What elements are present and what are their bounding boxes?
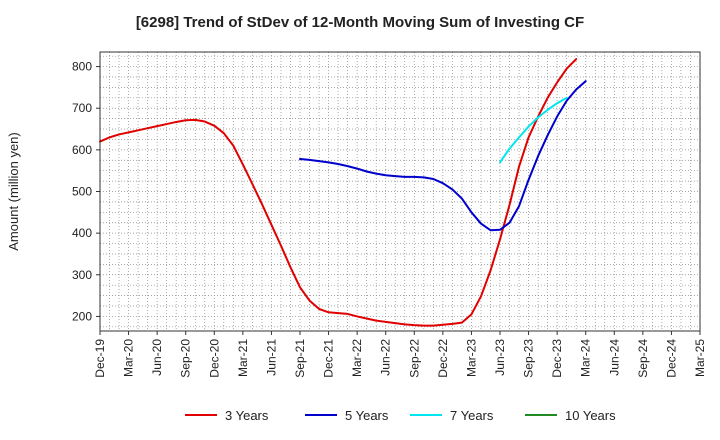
- series-line: [299, 80, 587, 232]
- x-tick-label: Jun-23: [493, 339, 507, 376]
- y-tick-label: 300: [72, 268, 92, 282]
- x-tick-label: Sep-20: [179, 339, 193, 378]
- x-tick-label: Sep-22: [407, 339, 421, 378]
- x-tick-label: Sep-24: [636, 339, 650, 378]
- series-line: [99, 58, 578, 327]
- x-tick-label: Jun-21: [264, 339, 278, 376]
- series-layer: [99, 58, 587, 327]
- x-tick-label: Mar-22: [350, 339, 364, 377]
- x-tick-label: Dec-20: [207, 339, 221, 378]
- chart-title: [6298] Trend of StDev of 12-Month Moving…: [135, 14, 585, 31]
- x-tick-label: Dec-22: [436, 339, 450, 378]
- y-tick-label: 500: [72, 185, 92, 199]
- x-tick-label: Dec-24: [664, 339, 678, 378]
- y-tick-label: 600: [72, 143, 92, 157]
- x-tick-label: Mar-24: [579, 339, 593, 377]
- x-tick-label: Mar-23: [464, 339, 478, 377]
- y-tick-label: 400: [72, 226, 92, 240]
- x-tick-label: Mar-25: [693, 339, 707, 377]
- x-tick-label: Mar-20: [122, 339, 136, 377]
- y-tick-label: 800: [72, 60, 92, 74]
- x-tick-label: Sep-21: [293, 339, 307, 378]
- legend-layer: 3 Years 5 Years 7 Years 10 Years: [185, 408, 616, 423]
- legend-label: 10 Years: [565, 408, 616, 423]
- x-tick-label: Jun-22: [379, 339, 393, 376]
- legend-label: 7 Years: [450, 408, 494, 423]
- series-line: [499, 96, 568, 164]
- x-tick-label: Jun-20: [150, 339, 164, 376]
- legend-label: 5 Years: [345, 408, 389, 423]
- x-tick-label: Dec-21: [322, 339, 336, 378]
- axis-layer: 200 300 400 500 600 700 800 Dec-19 Mar-20 Jun-20 S…: [6, 51, 707, 378]
- y-tick-label: 700: [72, 101, 92, 115]
- x-tick-label: Sep-23: [522, 339, 536, 378]
- x-tick-label: Dec-23: [550, 339, 564, 378]
- y-axis-label: Amount (million yen): [6, 132, 21, 251]
- x-tick-label: Mar-21: [236, 339, 250, 377]
- x-tick-label: Dec-19: [93, 339, 107, 378]
- x-tick-label: Jun-24: [607, 339, 621, 376]
- y-tick-label: 200: [72, 309, 92, 323]
- legend-label: 3 Years: [225, 408, 269, 423]
- grid-layer: [100, 52, 700, 331]
